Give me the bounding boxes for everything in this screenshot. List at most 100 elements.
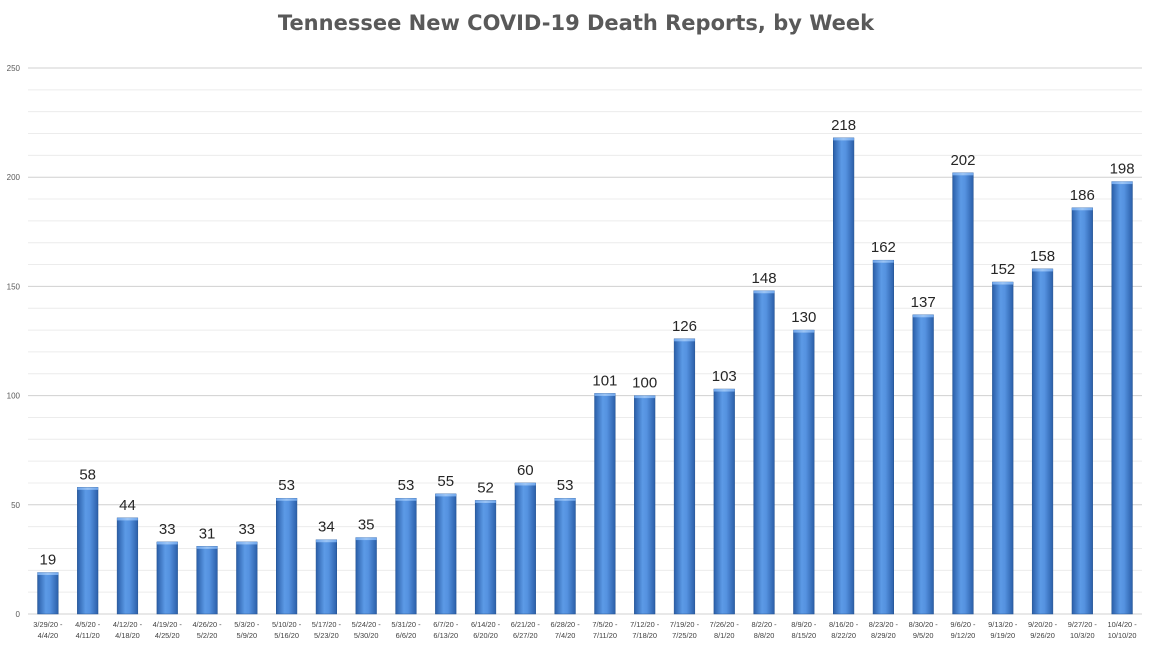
bar: [236, 541, 258, 615]
bar-highlight: [196, 546, 218, 549]
x-tick-label-end: 5/2/20: [197, 631, 218, 640]
bar: [37, 572, 59, 615]
data-label: 55: [437, 473, 454, 490]
x-tick-label-start: 4/5/20 -: [75, 620, 101, 629]
x-tick-label-end: 10/10/20: [1108, 631, 1137, 640]
bar: [992, 281, 1014, 615]
data-label: 101: [592, 372, 617, 389]
bar: [872, 259, 894, 615]
data-label: 158: [1030, 248, 1055, 265]
bar: [554, 497, 576, 615]
data-label: 44: [119, 497, 136, 514]
bar-highlight: [952, 172, 974, 176]
bar: [793, 329, 815, 615]
bars: [37, 137, 1133, 615]
bar: [196, 546, 218, 615]
x-tick-label-end: 4/4/20: [38, 631, 59, 640]
data-label: 152: [990, 261, 1015, 278]
x-tick-label-end: 9/26/20: [1030, 631, 1055, 640]
bar-highlight: [753, 290, 775, 294]
bar: [713, 388, 735, 615]
y-tick-label: 0: [16, 610, 21, 619]
x-tick-label-start: 6/7/20 -: [433, 620, 459, 629]
x-tick-label-end: 6/20/20: [473, 631, 498, 640]
bar-highlight: [355, 537, 377, 541]
data-label: 198: [1110, 161, 1135, 178]
bar-highlight: [1032, 268, 1053, 272]
x-tick-label-start: 8/30/20 -: [909, 620, 939, 629]
x-tick-label-end: 4/18/20: [115, 631, 140, 640]
x-tick-label-start: 3/29/20 -: [33, 620, 63, 629]
x-tick-label-end: 9/19/20: [990, 631, 1015, 640]
data-label: 19: [40, 552, 57, 569]
data-label: 100: [632, 375, 657, 392]
data-label: 126: [672, 318, 697, 335]
x-tick-label-start: 6/21/20 -: [511, 620, 541, 629]
x-tick-label-end: 10/3/20: [1070, 631, 1095, 640]
bar-highlight: [713, 389, 735, 392]
bar: [315, 539, 337, 615]
x-tick-label-start: 5/31/20 -: [391, 620, 421, 629]
x-tick-label-start: 7/5/20 -: [592, 620, 618, 629]
data-label: 130: [791, 309, 816, 326]
x-tick-label-start: 5/24/20 -: [352, 620, 382, 629]
data-label: 33: [238, 521, 255, 538]
bar: [156, 541, 178, 615]
data-label: 34: [318, 519, 335, 536]
data-label: 60: [517, 462, 534, 479]
data-label: 53: [557, 477, 574, 494]
y-tick-label: 50: [11, 501, 20, 510]
x-tick-label-start: 7/19/20 -: [670, 620, 700, 629]
bar: [912, 314, 934, 615]
data-label: 31: [199, 525, 216, 542]
bar-highlight: [554, 498, 576, 501]
x-tick-label-start: 8/2/20 -: [752, 620, 778, 629]
bar: [634, 395, 656, 615]
bar-highlight: [634, 395, 656, 399]
x-tick-label-start: 5/17/20 -: [312, 620, 342, 629]
bar: [116, 517, 139, 615]
bar-highlight: [77, 487, 99, 490]
data-label: 53: [278, 477, 295, 494]
x-tick-label-start: 6/14/20 -: [471, 620, 501, 629]
x-tick-label-start: 6/28/20 -: [551, 620, 581, 629]
data-label: 33: [159, 521, 176, 538]
bar-highlight: [1111, 181, 1133, 185]
bar: [395, 497, 417, 615]
x-tick-label-end: 7/11/20: [593, 631, 617, 640]
x-tick-label-start: 4/12/20 -: [113, 620, 143, 629]
bar-highlight: [514, 482, 536, 486]
data-label: 58: [79, 466, 96, 483]
x-tick-label-end: 8/8/20: [754, 631, 775, 640]
data-label: 52: [477, 479, 494, 496]
bar-highlight: [912, 314, 934, 318]
x-tick-label-start: 7/26/20 -: [710, 620, 740, 629]
bar-highlight: [236, 541, 258, 545]
bar: [753, 290, 775, 615]
data-label: 148: [752, 270, 777, 287]
x-tick-label-end: 8/29/20: [871, 631, 896, 640]
bar-highlight: [1071, 207, 1093, 211]
x-tick-label-start: 9/13/20 -: [988, 620, 1018, 629]
bar: [435, 493, 457, 615]
x-tick-label-end: 7/18/20: [632, 631, 657, 640]
bar: [77, 487, 99, 615]
bar: [594, 393, 616, 615]
x-tick-label-end: 6/6/20: [396, 631, 417, 640]
x-tick-label-end: 9/12/20: [951, 631, 976, 640]
bar-highlight: [37, 572, 59, 576]
x-tick-label-end: 5/30/20: [354, 631, 379, 640]
x-tick-label-start: 8/9/20 -: [791, 620, 817, 629]
y-tick-label: 250: [7, 64, 21, 73]
bar-highlight: [992, 282, 1014, 285]
bar-highlight: [156, 541, 178, 545]
x-axis-ticks: 3/29/20 - 4/4/20 4/5/20 - 4/11/20 4/12/20 - 4…: [33, 620, 1137, 640]
y-tick-label: 200: [7, 173, 21, 182]
bar: [514, 482, 536, 615]
y-tick-label: 150: [7, 282, 21, 291]
data-label: 137: [911, 294, 936, 311]
bar-highlight: [873, 260, 894, 263]
x-tick-label-end: 4/11/20: [76, 631, 100, 640]
